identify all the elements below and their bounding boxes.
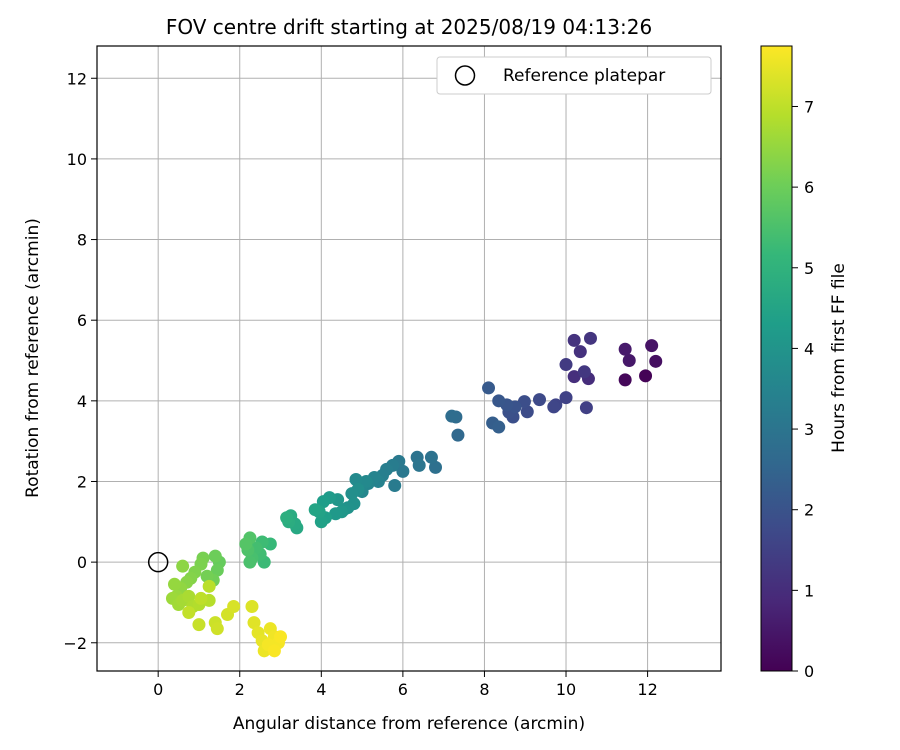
data-point xyxy=(396,464,410,478)
y-tick-label: 6 xyxy=(77,311,87,330)
x-tick-label: 6 xyxy=(398,680,408,699)
data-point xyxy=(208,549,222,563)
data-point xyxy=(194,591,208,605)
colorbar-tick-label: 0 xyxy=(804,662,814,681)
data-point xyxy=(227,599,241,613)
data-point xyxy=(492,420,506,434)
data-point xyxy=(645,339,659,353)
data-point xyxy=(243,555,257,569)
data-point xyxy=(247,616,261,630)
colorbar-tick-label: 5 xyxy=(804,259,814,278)
colorbar-tick-label: 1 xyxy=(804,581,814,600)
data-point xyxy=(618,373,632,387)
data-point xyxy=(492,394,506,408)
data-point xyxy=(345,487,359,501)
data-point xyxy=(280,511,294,525)
data-point xyxy=(618,342,632,356)
data-point xyxy=(329,507,343,521)
data-point xyxy=(182,589,196,603)
data-point xyxy=(239,537,253,551)
data-point xyxy=(210,622,224,636)
data-points xyxy=(165,331,663,658)
data-point xyxy=(424,450,438,464)
data-point xyxy=(445,409,459,423)
data-point xyxy=(547,400,561,414)
data-point xyxy=(274,630,288,644)
data-point xyxy=(202,579,216,593)
colorbar-tick-label: 4 xyxy=(804,339,814,358)
data-point xyxy=(622,354,636,368)
data-point xyxy=(482,381,496,395)
legend-marker-icon xyxy=(454,65,476,86)
data-point xyxy=(167,577,181,591)
colorbar-label: Hours from first FF file xyxy=(829,263,849,453)
y-tick-label: 2 xyxy=(77,472,87,491)
colorbar-tick-label: 2 xyxy=(804,501,814,520)
x-axis-ticks: 0 2 4 6 8 10 12 xyxy=(153,671,658,699)
colorbar xyxy=(760,45,793,672)
data-point xyxy=(649,354,663,368)
reference-platepar-marker xyxy=(147,551,169,573)
legend: Reference platepar xyxy=(436,56,712,95)
y-tick-label: 12 xyxy=(67,69,87,88)
legend-entry-reference-platepar: Reference platepar xyxy=(503,66,665,86)
y-tick-label: 10 xyxy=(67,150,87,169)
chart-title: FOV centre drift starting at 2025/08/19 … xyxy=(166,15,652,39)
data-point xyxy=(388,479,402,493)
colorbar-ticks: 0 1 2 3 4 5 6 7 xyxy=(792,97,814,681)
y-tick-label: 4 xyxy=(77,392,87,411)
x-tick-label: 12 xyxy=(637,680,657,699)
colorbar-tick-label: 3 xyxy=(804,420,814,439)
y-axis-ticks: −2 0 2 4 6 8 10 12 xyxy=(63,69,97,653)
data-point xyxy=(182,606,196,620)
data-point xyxy=(583,331,597,345)
data-point xyxy=(533,393,547,407)
data-point xyxy=(559,391,573,405)
data-point xyxy=(412,458,426,472)
colorbar-tick-label: 7 xyxy=(804,97,814,116)
y-tick-label: −2 xyxy=(63,634,87,653)
data-point xyxy=(245,599,259,613)
data-point xyxy=(567,333,581,347)
data-point xyxy=(559,358,573,372)
data-point xyxy=(316,495,330,509)
x-tick-label: 10 xyxy=(556,680,576,699)
x-tick-label: 8 xyxy=(479,680,489,699)
data-point xyxy=(573,345,587,359)
x-tick-label: 2 xyxy=(235,680,245,699)
legend-box xyxy=(436,56,712,95)
data-point xyxy=(451,428,465,442)
data-point xyxy=(639,369,653,383)
colorbar-tick-label: 6 xyxy=(804,178,814,197)
data-point xyxy=(267,644,281,658)
data-point xyxy=(210,563,224,577)
y-tick-label: 0 xyxy=(77,553,87,572)
data-point xyxy=(567,370,581,384)
y-axis-label: Rotation from reference (arcmin) xyxy=(23,218,43,498)
data-point xyxy=(359,474,373,488)
data-point xyxy=(520,405,534,419)
x-axis-label: Angular distance from reference (arcmin) xyxy=(233,714,585,734)
data-point xyxy=(429,460,443,474)
data-point xyxy=(308,503,322,517)
data-point xyxy=(176,559,190,573)
data-point xyxy=(349,472,363,486)
data-point xyxy=(577,365,591,379)
x-tick-label: 0 xyxy=(153,680,163,699)
data-point xyxy=(579,401,593,415)
data-point xyxy=(200,569,214,583)
y-tick-label: 8 xyxy=(77,231,87,250)
data-point xyxy=(314,515,328,529)
x-tick-label: 4 xyxy=(316,680,326,699)
plot-frame xyxy=(96,45,722,672)
data-point xyxy=(192,618,206,632)
